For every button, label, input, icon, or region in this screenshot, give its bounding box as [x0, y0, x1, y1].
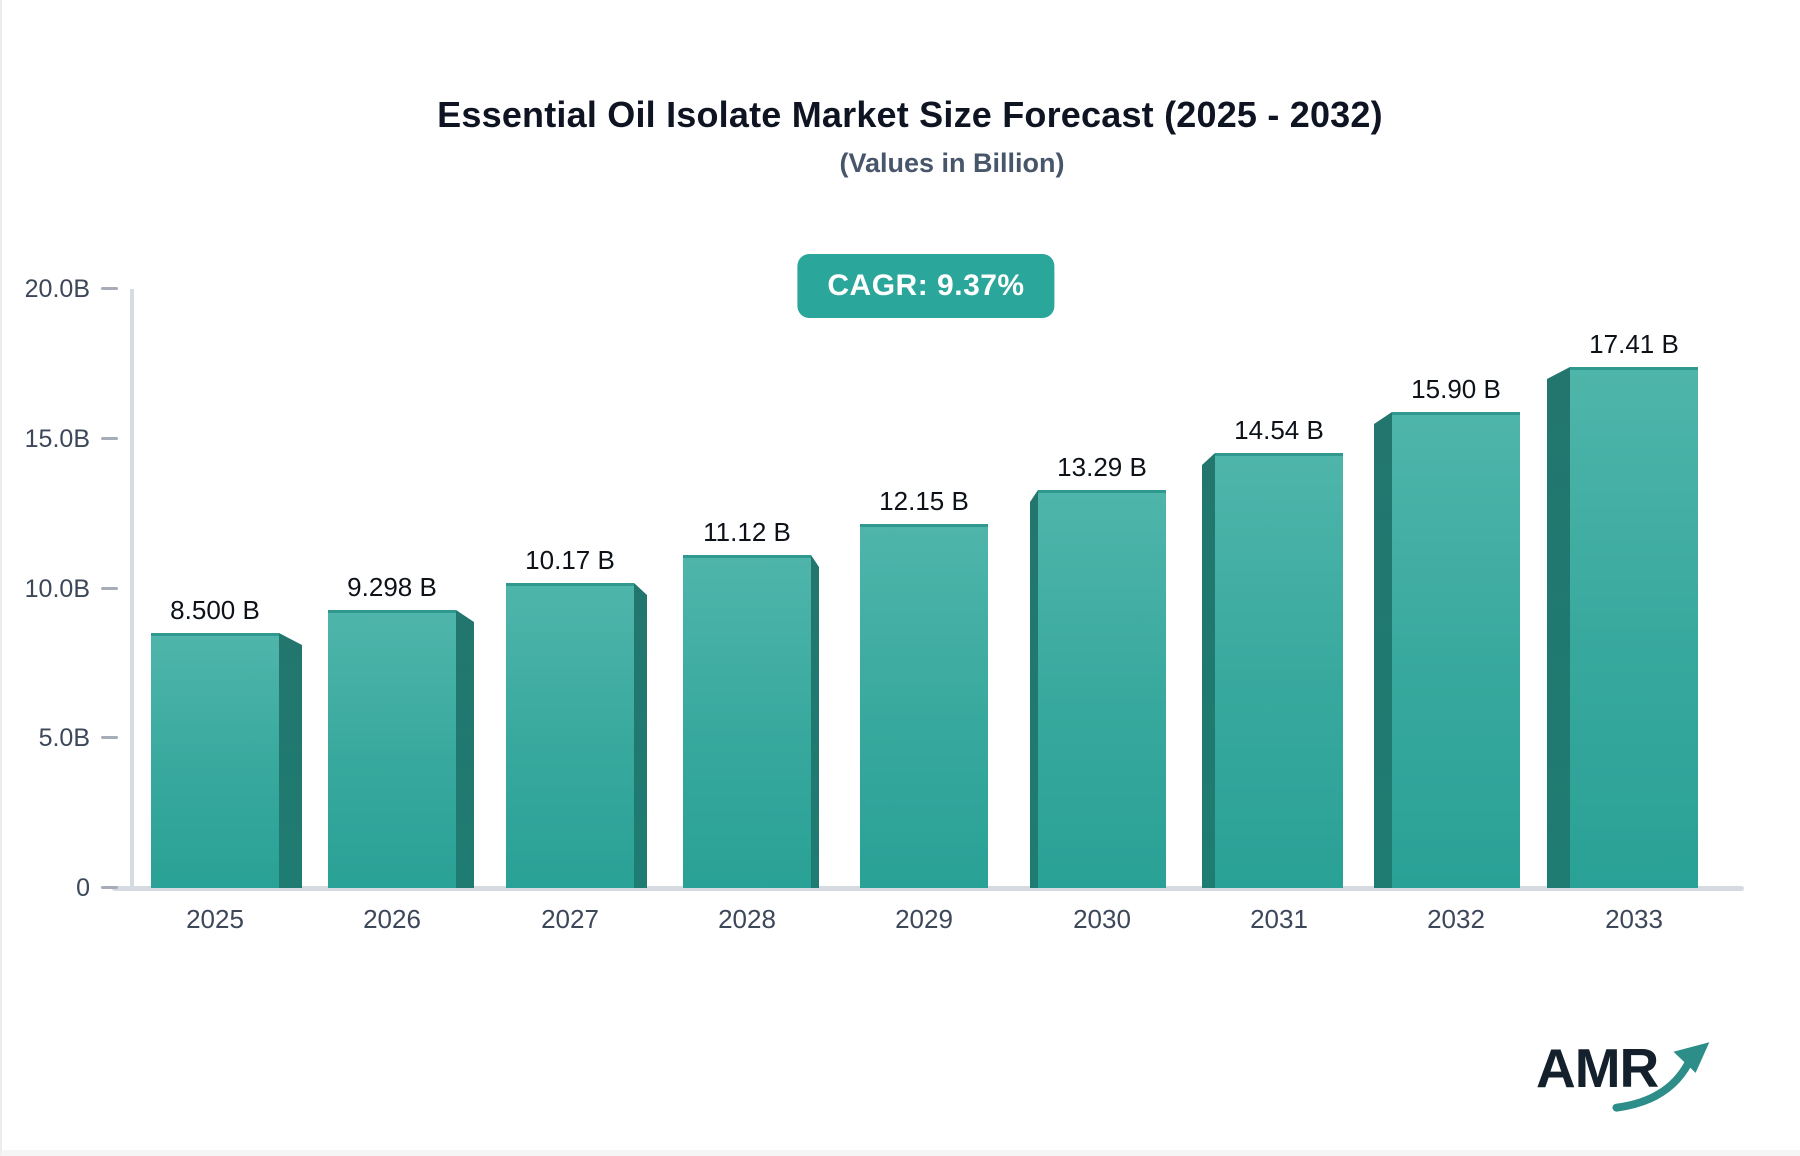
- chart-title: Essential Oil Isolate Market Size Foreca…: [437, 94, 1383, 135]
- bar-2025[interactable]: [151, 633, 279, 888]
- x-tick-label-2032: 2032: [1427, 904, 1485, 934]
- bar-2031-side: [1202, 453, 1215, 888]
- bar-2025-side: [279, 633, 302, 888]
- bar-2027-side: [634, 583, 647, 888]
- bar-2027[interactable]: [506, 583, 634, 888]
- bar-2026-side: [456, 610, 474, 888]
- bar-value-label-2033: 17.41 B: [1589, 329, 1679, 359]
- y-tick-mark: [101, 587, 118, 590]
- bar-2029[interactable]: [860, 524, 988, 888]
- x-tick-label-2031: 2031: [1250, 904, 1308, 934]
- bar-2032-side: [1374, 412, 1392, 888]
- bar-2033[interactable]: [1570, 367, 1698, 888]
- x-tick-label-2026: 2026: [363, 904, 421, 934]
- bar-value-label-2031: 14.54 B: [1234, 415, 1324, 445]
- y-tick-label: 0: [76, 874, 90, 902]
- chart-subtitle: (Values in Billion): [839, 148, 1065, 178]
- amr-logo: AMR: [1536, 1036, 1716, 1116]
- y-axis-line: [130, 289, 134, 888]
- bar-value-label-2032: 15.90 B: [1411, 374, 1501, 404]
- x-axis-baseline: [112, 886, 1744, 891]
- bar-value-label-2027: 10.17 B: [525, 545, 615, 575]
- x-tick-label-2028: 2028: [718, 904, 776, 934]
- bar-2031[interactable]: [1215, 453, 1343, 888]
- y-tick-mark: [101, 886, 118, 889]
- x-tick-label-2025: 2025: [186, 904, 244, 934]
- y-tick-label: 5.0B: [38, 724, 90, 752]
- bar-value-label-2025: 8.500 B: [170, 595, 260, 625]
- y-tick-mark: [101, 437, 118, 440]
- y-tick-label: 15.0B: [24, 425, 90, 453]
- bar-2033-side: [1547, 367, 1570, 888]
- x-tick-label-2033: 2033: [1605, 904, 1663, 934]
- bar-2030-side: [1030, 490, 1038, 888]
- y-tick-label: 20.0B: [24, 275, 90, 303]
- bar-2028-side: [811, 555, 819, 888]
- bar-value-label-2029: 12.15 B: [879, 486, 969, 516]
- bar-2032[interactable]: [1392, 412, 1520, 888]
- y-tick-mark: [101, 736, 118, 739]
- y-tick-label: 10.0B: [24, 575, 90, 603]
- trend-up-arrow-icon: [1612, 1042, 1710, 1112]
- x-tick-label-2030: 2030: [1073, 904, 1131, 934]
- y-tick-mark: [101, 287, 118, 290]
- amr-logo-text: AMR: [1536, 1037, 1659, 1099]
- bar-value-label-2026: 9.298 B: [347, 572, 437, 602]
- bar-2026[interactable]: [328, 610, 456, 888]
- x-tick-label-2027: 2027: [541, 904, 599, 934]
- bar-value-label-2028: 11.12 B: [703, 517, 791, 547]
- bar-2028[interactable]: [683, 555, 811, 888]
- bar-value-label-2030: 13.29 B: [1057, 452, 1147, 482]
- bar-2030[interactable]: [1038, 490, 1166, 888]
- x-tick-label-2029: 2029: [895, 904, 953, 934]
- cagr-badge: CAGR: 9.37%: [797, 254, 1055, 318]
